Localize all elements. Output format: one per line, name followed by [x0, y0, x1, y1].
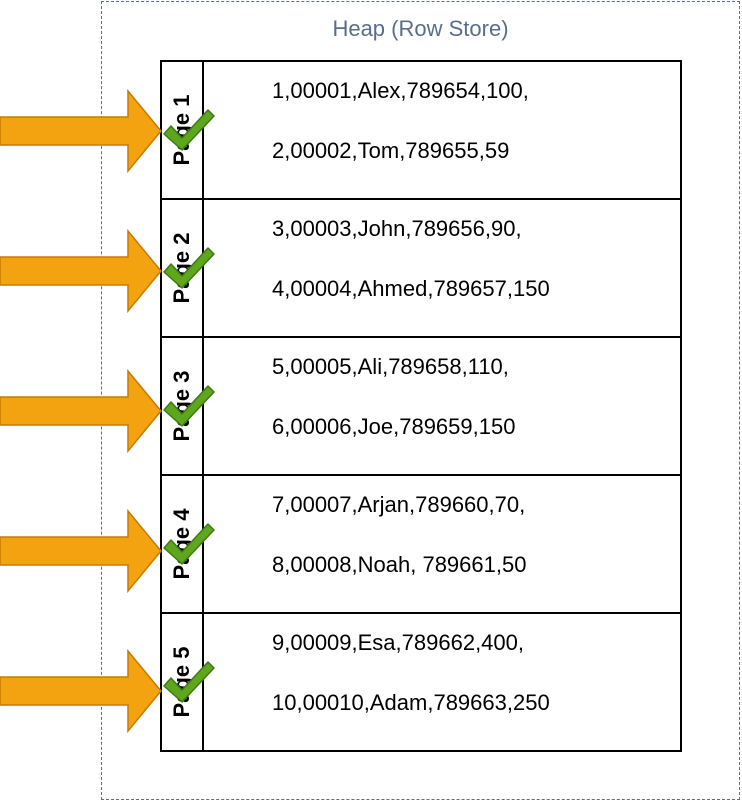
- right-arrow-icon: [0, 229, 162, 313]
- page-block-2: Page 2 3,00003,John,789656,90, 4,00004,A…: [160, 198, 682, 338]
- page-row: 6,00006,Joe,789659,150: [272, 414, 516, 439]
- checkmark-icon: [163, 247, 215, 289]
- page-row: 8,00008,Noah, 789661,50: [272, 552, 527, 577]
- right-arrow-icon: [0, 89, 162, 173]
- right-arrow-icon: [0, 509, 162, 593]
- page-row: 4,00004,Ahmed,789657,150: [272, 276, 550, 301]
- page-label-column: Page 1: [162, 62, 204, 198]
- page-list: Page 1 1,00001,Alex,789654,100, 2,00002,…: [160, 60, 682, 752]
- page-row: 5,00005,Ali,789658,110,: [272, 354, 509, 379]
- checkmark-icon: [163, 109, 215, 151]
- page-row: 2,00002,Tom,789655,59: [272, 138, 510, 163]
- page-label-column: Page 5: [162, 614, 204, 750]
- right-arrow-icon: [0, 369, 162, 453]
- page-label-column: Page 2: [162, 200, 204, 336]
- checkmark-icon: [163, 523, 215, 565]
- page-row: 7,00007,Arjan,789660,70,: [272, 492, 526, 517]
- page-block-4: Page 4 7,00007,Arjan,789660,70, 8,00008,…: [160, 474, 682, 614]
- page-block-3: Page 3 5,00005,Ali,789658,110, 6,00006,J…: [160, 336, 682, 476]
- page-row: 1,00001,Alex,789654,100,: [272, 78, 529, 103]
- page-row: 9,00009,Esa,789662,400,: [272, 630, 525, 655]
- page-label-column: Page 4: [162, 476, 204, 612]
- checkmark-icon: [163, 661, 215, 703]
- right-arrow-icon: [0, 649, 162, 733]
- page-block-5: Page 5 9,00009,Esa,789662,400, 10,00010,…: [160, 612, 682, 752]
- heap-title: Heap (Row Store): [332, 16, 509, 41]
- checkmark-icon: [163, 385, 215, 427]
- page-row: 10,00010,Adam,789663,250: [272, 690, 550, 715]
- page-row: 3,00003,John,789656,90,: [272, 216, 522, 241]
- page-label-column: Page 3: [162, 338, 204, 474]
- page-block-1: Page 1 1,00001,Alex,789654,100, 2,00002,…: [160, 60, 682, 200]
